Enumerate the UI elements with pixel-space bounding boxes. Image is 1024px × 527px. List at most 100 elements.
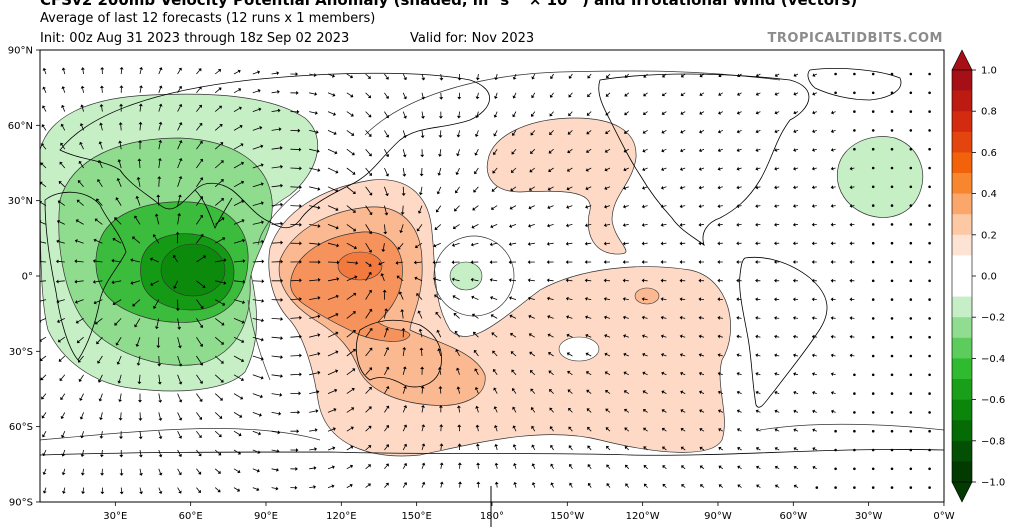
wind-vector-head bbox=[624, 93, 628, 97]
wind-vector-head bbox=[439, 97, 444, 100]
wind-vector bbox=[569, 390, 573, 394]
wind-vector-head bbox=[792, 222, 796, 227]
wind-vector-head bbox=[755, 390, 759, 395]
wind-vector bbox=[40, 318, 47, 322]
wind-vector bbox=[738, 167, 742, 170]
wind-vector bbox=[909, 241, 913, 245]
wind-vector-head bbox=[606, 445, 610, 450]
wind-vector-head bbox=[717, 166, 721, 171]
wind-vector-head bbox=[178, 140, 183, 144]
wind-vector bbox=[346, 331, 355, 338]
wind-vector bbox=[59, 318, 65, 322]
wind-vector bbox=[757, 73, 761, 76]
wind-vector bbox=[62, 107, 66, 112]
wind-vector bbox=[644, 167, 648, 170]
wind-vector-head bbox=[317, 314, 321, 319]
wind-vector-head bbox=[57, 200, 61, 204]
wind-vector bbox=[512, 148, 517, 153]
wind-vector-head bbox=[736, 371, 740, 376]
wind-vector bbox=[700, 354, 705, 357]
wind-vector bbox=[58, 299, 65, 302]
wind-vector-head bbox=[605, 389, 609, 394]
wind-vector bbox=[113, 260, 122, 263]
wind-vector bbox=[531, 353, 536, 357]
wind-vector-head bbox=[114, 217, 118, 221]
wind-vector-head bbox=[299, 353, 302, 358]
wind-vector-head bbox=[94, 321, 99, 325]
wind-vector-head bbox=[793, 390, 797, 395]
wind-vector-head bbox=[383, 231, 388, 235]
wind-vector bbox=[78, 201, 84, 206]
wind-vector-head bbox=[812, 129, 816, 134]
wind-vector-head bbox=[549, 389, 553, 393]
wind-vector bbox=[494, 389, 498, 394]
wind-vector bbox=[625, 205, 629, 207]
wind-vector-head bbox=[402, 173, 407, 177]
wind-vector-head bbox=[199, 343, 204, 347]
wind-vector bbox=[421, 73, 424, 79]
wind-vector bbox=[644, 354, 648, 357]
wind-vector-head bbox=[774, 334, 777, 339]
wind-vector-head bbox=[99, 435, 104, 439]
wind-vector bbox=[214, 218, 223, 225]
zero-contour bbox=[247, 70, 781, 381]
wind-vector-head bbox=[137, 158, 142, 162]
wind-vector bbox=[928, 72, 931, 76]
wind-vector-head bbox=[220, 142, 224, 146]
wind-vector bbox=[739, 467, 742, 470]
wind-vector-head bbox=[158, 472, 163, 476]
wind-vector bbox=[233, 449, 240, 454]
wind-vector bbox=[252, 355, 262, 360]
wind-vector-head bbox=[736, 334, 740, 339]
wind-vector-head bbox=[531, 444, 535, 448]
wind-vector-head bbox=[74, 259, 78, 264]
wind-vector bbox=[909, 185, 913, 189]
wind-vector-head bbox=[436, 329, 441, 333]
wind-vector bbox=[492, 315, 498, 319]
wind-vector-head bbox=[755, 315, 758, 320]
wind-vector bbox=[309, 92, 315, 95]
wind-vector-head bbox=[531, 482, 536, 486]
wind-vector bbox=[402, 387, 406, 394]
wind-vector-head bbox=[530, 113, 535, 117]
wind-vector-head bbox=[661, 130, 665, 134]
wind-vector-head bbox=[585, 204, 589, 209]
wind-vector bbox=[436, 313, 442, 319]
wind-vector bbox=[814, 392, 817, 394]
wind-vector-head bbox=[132, 303, 136, 307]
wind-vector-head bbox=[139, 473, 143, 476]
wind-vector bbox=[346, 186, 355, 193]
wind-vector bbox=[101, 449, 103, 455]
wind-vector bbox=[494, 148, 498, 154]
wind-vector-head bbox=[698, 204, 702, 209]
wind-vector-head bbox=[296, 109, 300, 114]
wind-vector-head bbox=[604, 204, 607, 209]
wind-vector-head bbox=[452, 295, 456, 299]
wind-vector bbox=[701, 466, 705, 470]
wind-vector-head bbox=[421, 462, 426, 466]
wind-vector-head bbox=[512, 114, 516, 118]
wind-vector-head bbox=[474, 152, 479, 156]
wind-vector bbox=[834, 72, 837, 76]
wind-vector bbox=[834, 91, 837, 95]
wind-vector bbox=[588, 73, 592, 77]
wind-vector-head bbox=[567, 131, 571, 135]
wind-vector-head bbox=[119, 103, 124, 107]
wind-vector-head bbox=[332, 427, 336, 431]
wind-vector bbox=[644, 111, 648, 114]
wind-vector bbox=[909, 467, 913, 471]
wind-vector bbox=[587, 316, 592, 319]
wind-vector-head bbox=[679, 353, 683, 357]
wind-vector bbox=[309, 353, 319, 357]
wind-vector-head bbox=[438, 385, 443, 389]
wind-vector bbox=[421, 407, 424, 413]
wind-vector bbox=[133, 237, 141, 244]
wind-vector-head bbox=[80, 104, 85, 108]
wind-vector-head bbox=[494, 77, 499, 81]
colorbar-tick-label: −0.8 bbox=[981, 436, 1005, 447]
wind-vector-head bbox=[774, 447, 778, 451]
wind-vector bbox=[79, 355, 84, 361]
wind-vector-head bbox=[736, 241, 739, 246]
positive-anomaly-core bbox=[337, 251, 383, 281]
wind-vector-head bbox=[369, 347, 373, 351]
